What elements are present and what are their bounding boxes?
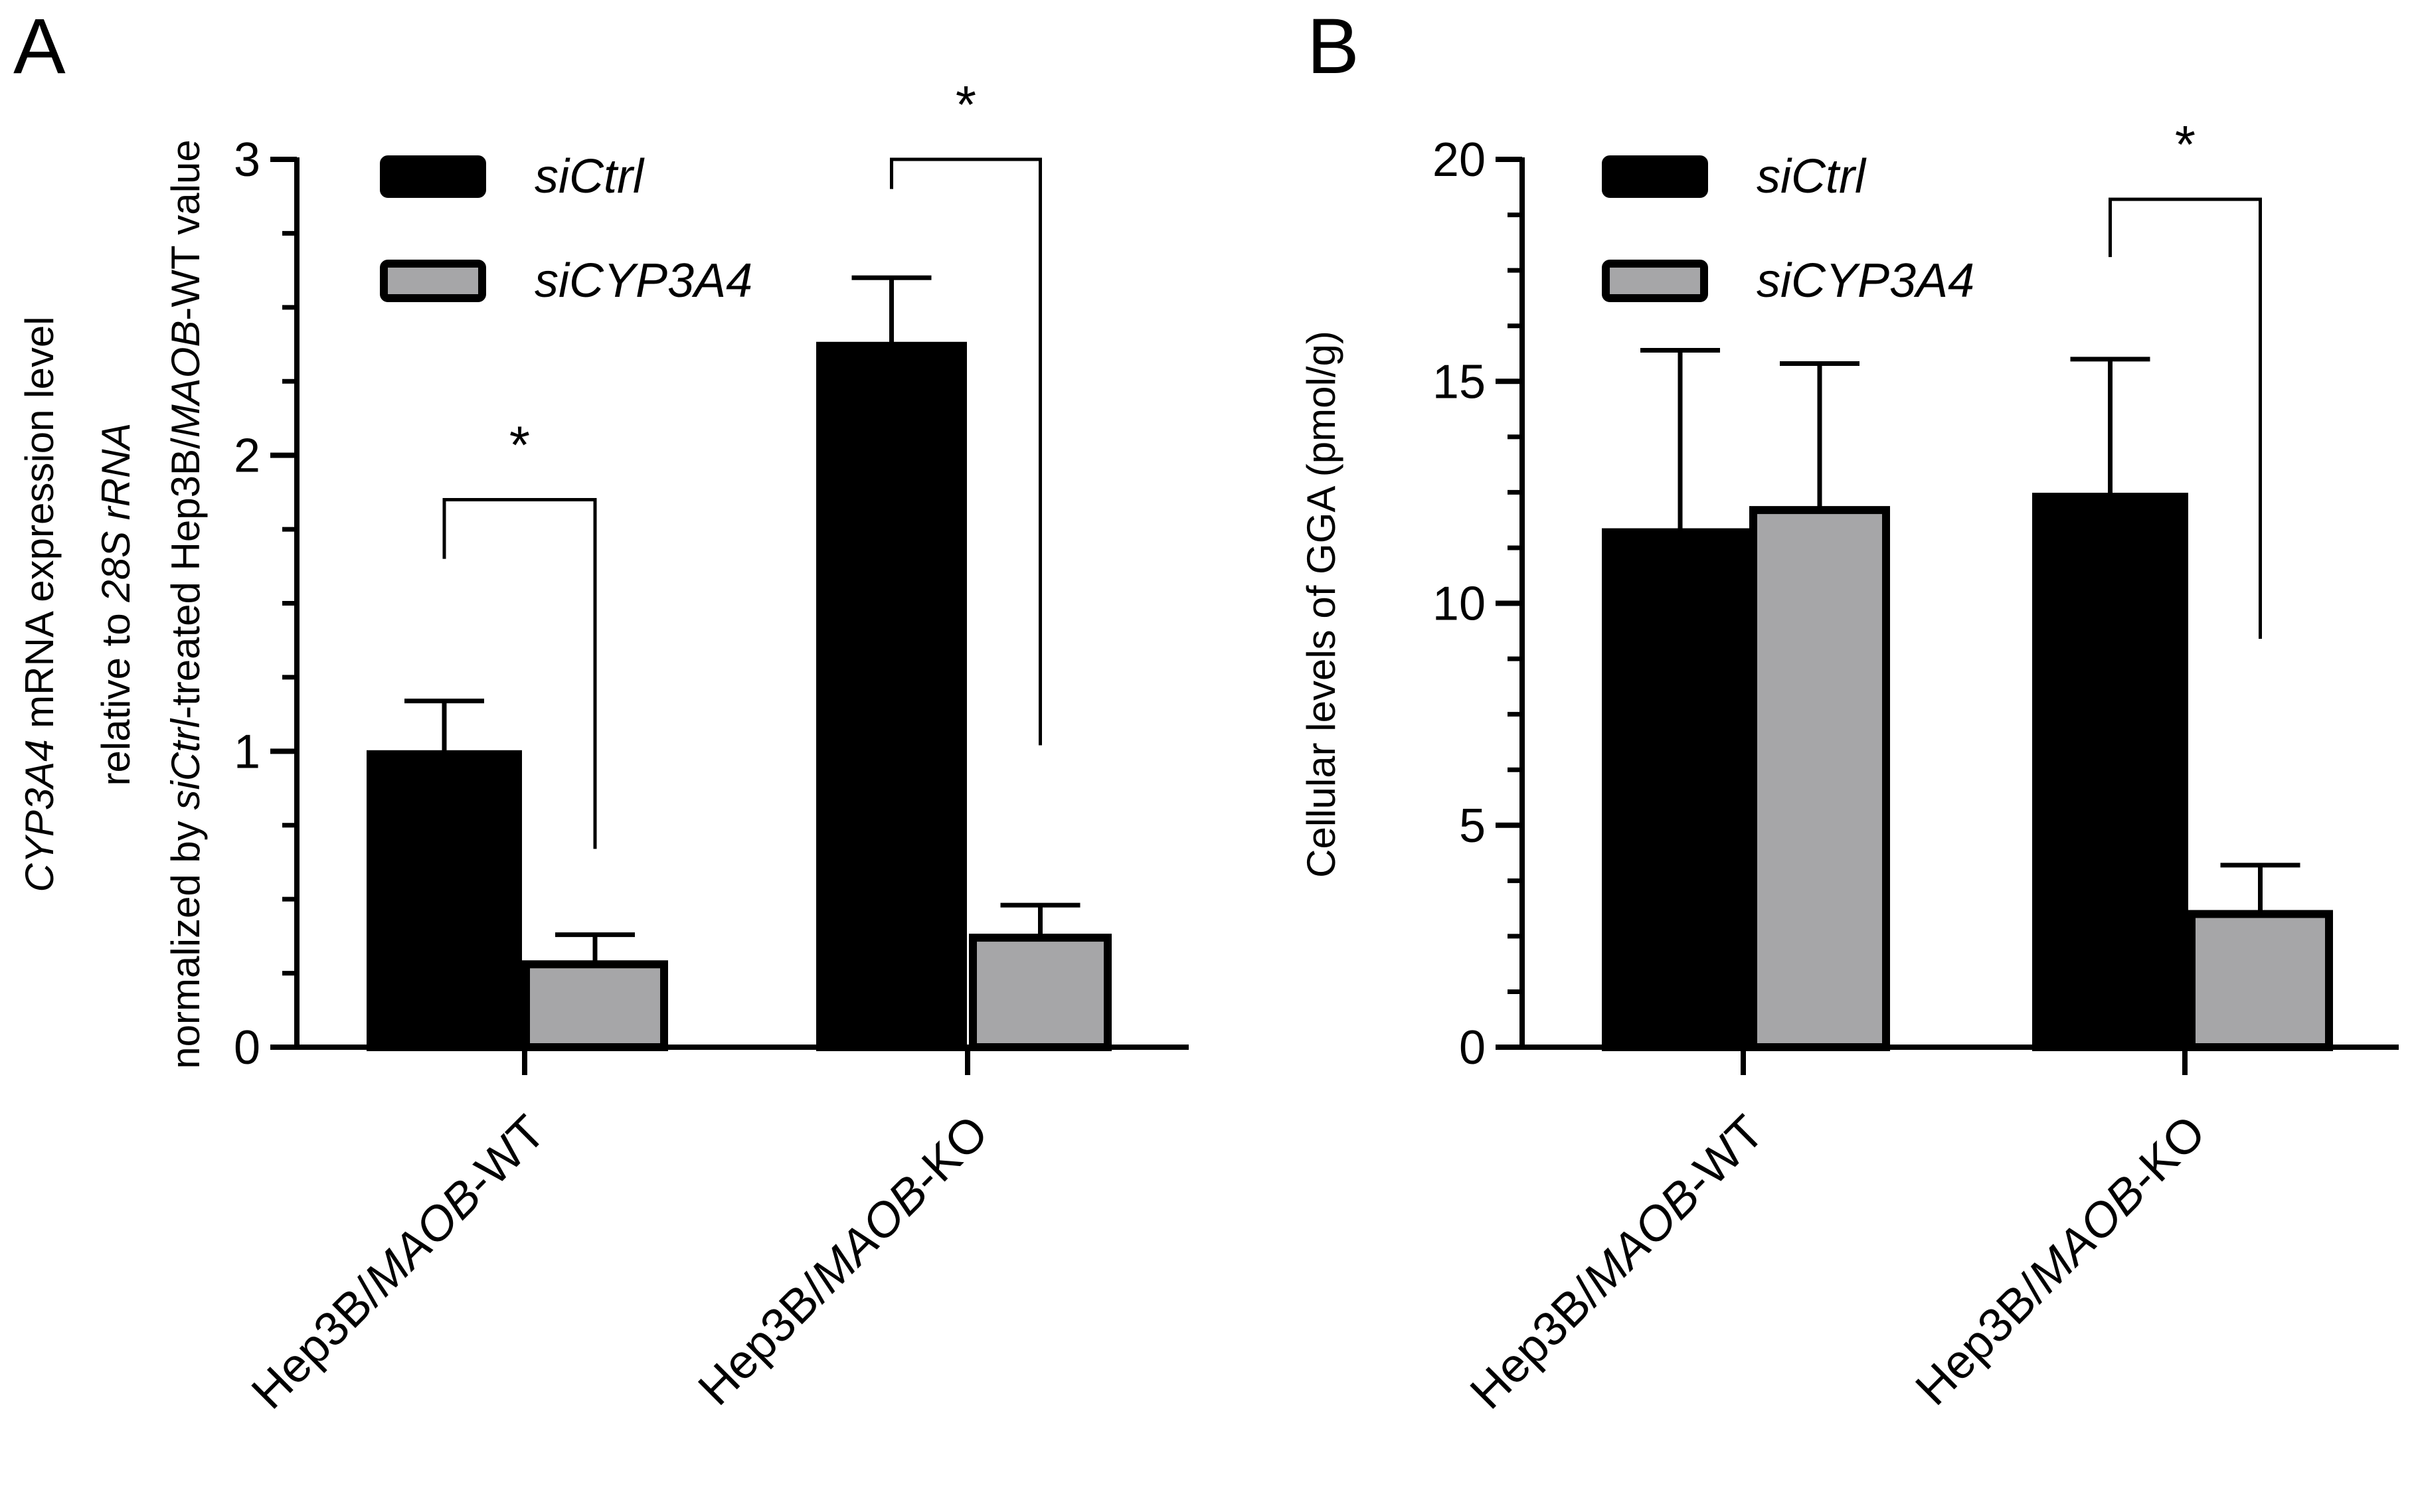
category-label-prefix: Hep3B/ xyxy=(688,1265,838,1415)
bar-sicyp3a4-1 xyxy=(969,934,1112,1052)
category-label-0: Hep3B/MAOB-WT xyxy=(1460,1106,1774,1419)
y-axis-label-run: -WT value xyxy=(163,139,208,320)
category-label-prefix: Hep3B/ xyxy=(242,1269,392,1419)
category-label-1: Hep3B/MAOB-KO xyxy=(1905,1106,2215,1416)
y-axis-label-run: normalized by xyxy=(163,810,208,1069)
bar-sictrl-0 xyxy=(1602,528,1759,1051)
bar-sicyp3a4-0 xyxy=(1749,506,1890,1051)
y-tick-label: 0 xyxy=(1459,1021,1486,1074)
legend-label-sicyp3a4: siCYP3A4 xyxy=(535,254,752,307)
y-tick-label: 1 xyxy=(234,725,260,778)
category-label-italic: MAOB xyxy=(2018,1165,2155,1302)
y-axis-label-run: MAOB xyxy=(163,321,208,438)
y-tick-label: 10 xyxy=(1432,578,1486,631)
significance-label: * xyxy=(956,75,976,134)
category-label-italic: MAOB xyxy=(801,1165,938,1302)
y-axis-label-line-0: CYP3A4 mRNA expression level xyxy=(17,316,62,892)
y-axis-label-line-0: Cellular levels of GGA (pmol/g) xyxy=(1299,331,1343,878)
bar-sictrl-1 xyxy=(816,341,967,1051)
significance-bracket xyxy=(442,498,597,849)
y-axis-label-run: 28S rRNA xyxy=(94,423,138,603)
legend-label-sictrl: siCtrl xyxy=(535,150,645,203)
y-tick-label: 0 xyxy=(234,1021,260,1074)
panel-letter: A xyxy=(13,3,66,90)
y-axis-label-run: CYP3A4 xyxy=(17,739,62,892)
y-tick-label: 15 xyxy=(1432,355,1486,408)
category-label-prefix: Hep3B/ xyxy=(1460,1269,1610,1419)
y-axis-label-run: -treated Hep3B/ xyxy=(163,438,208,719)
y-axis-label-line-1: relative to 28S rRNA xyxy=(94,423,138,786)
legend-label-sictrl: siCtrl xyxy=(1757,150,1867,203)
y-axis-label-line-2: normalized by siCtrl-treated Hep3B/MAOB-… xyxy=(163,139,208,1068)
panel-a-chart: A 0 1 2 3 Hep3B/MAOB-WT Hep3B/MAOB-KO CYP3A4 mR… xyxy=(13,3,1189,1419)
category-label-italic: MAOB xyxy=(1573,1169,1710,1306)
bar-sicyp3a4-1 xyxy=(2188,910,2333,1051)
legend-swatch-sicyp3a4 xyxy=(1602,260,1708,302)
y-axis-label-run: siCtrl xyxy=(163,718,208,809)
panel-letter: B xyxy=(1307,3,1359,90)
y-axis-label-run: mRNA expression level xyxy=(17,316,62,739)
category-label-prefix: Hep3B/ xyxy=(1905,1265,2055,1415)
legend-swatch-sicyp3a4 xyxy=(380,260,486,302)
significance-bracket xyxy=(890,157,1042,746)
significance-label: * xyxy=(2175,115,2196,174)
bar-sictrl-1 xyxy=(2032,493,2188,1051)
y-axis-label-run: relative to xyxy=(94,602,138,786)
y-tick-label: 20 xyxy=(1432,133,1486,187)
category-label-1: Hep3B/MAOB-KO xyxy=(688,1106,998,1416)
bar-sictrl-0 xyxy=(367,750,522,1052)
legend-label-sicyp3a4: siCYP3A4 xyxy=(1757,254,1974,307)
significance-label: * xyxy=(509,416,530,475)
category-label-italic: MAOB xyxy=(355,1169,491,1306)
category-label-0: Hep3B/MAOB-WT xyxy=(242,1106,555,1419)
y-tick-label: 2 xyxy=(234,430,260,483)
significance-bracket xyxy=(2109,197,2262,639)
y-tick-label: 5 xyxy=(1459,799,1486,853)
legend-swatch-sictrl xyxy=(1602,155,1708,198)
legend-swatch-sictrl xyxy=(380,155,486,198)
panel-b-chart: B 0 5 10 15 20 Hep3B/MAOB-WT Hep3B/MAOB-KO Cellu… xyxy=(1299,3,2399,1419)
bar-sicyp3a4-0 xyxy=(522,960,668,1052)
y-tick-label: 3 xyxy=(234,133,260,187)
y-axis-label-run: Cellular levels of GGA (pmol/g) xyxy=(1299,331,1343,878)
